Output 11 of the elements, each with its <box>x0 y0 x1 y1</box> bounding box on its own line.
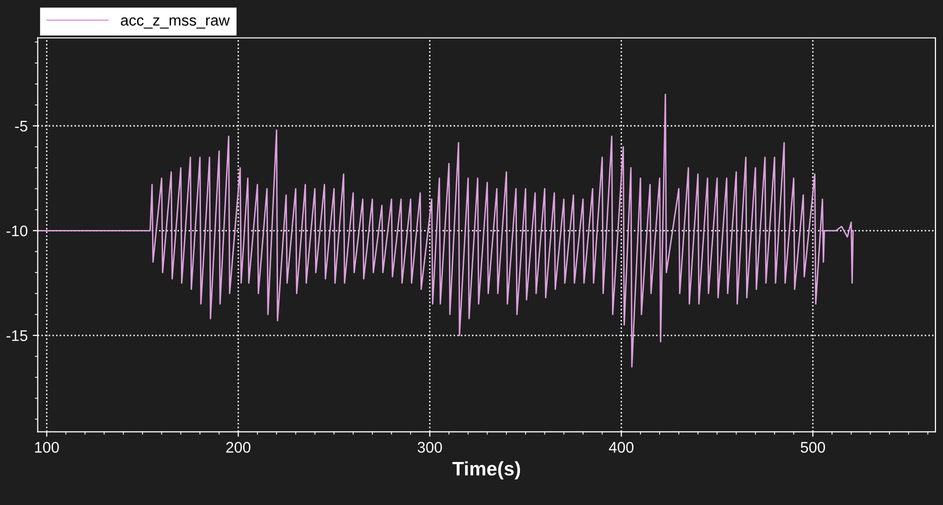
x-tick-label: 300 <box>418 442 442 453</box>
x-tick-label: 100 <box>35 442 59 453</box>
line-series <box>38 94 854 368</box>
x-tick-label: 200 <box>226 442 250 453</box>
x-tick-label: 500 <box>800 442 826 453</box>
x-tick-label: 400 <box>608 442 634 453</box>
y-tick-label: -10 <box>6 226 28 236</box>
x-axis-title: Time(s) <box>452 461 520 480</box>
y-tick-label: -5 <box>15 120 28 132</box>
y-tick-label: -15 <box>6 330 28 342</box>
legend-label: acc_z_mss_raw <box>120 17 230 29</box>
